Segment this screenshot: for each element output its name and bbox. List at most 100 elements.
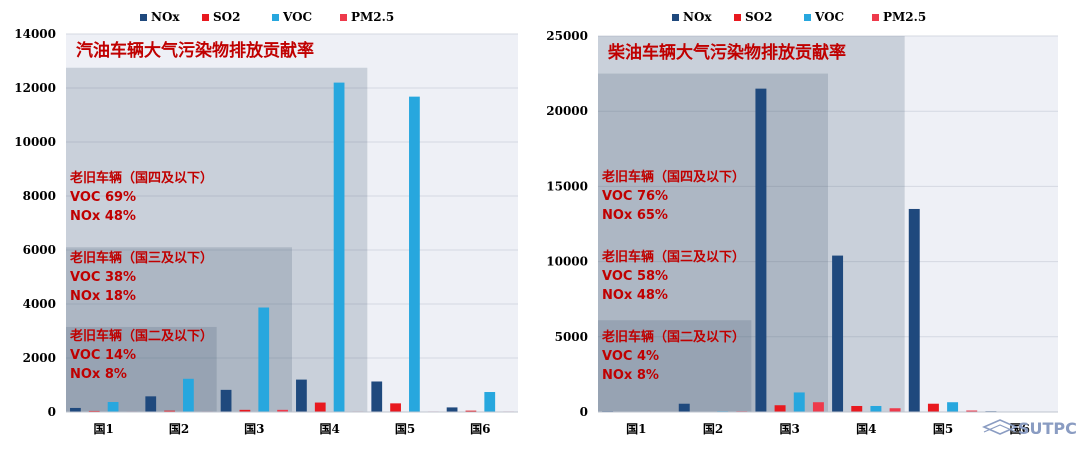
- x-tick-label: 国6: [1009, 422, 1029, 436]
- annotation-line: 老旧车辆（国四及以下）: [601, 169, 745, 185]
- legend-swatch: [872, 14, 879, 21]
- annotation-group-3: 老旧车辆（国二及以下） VOC 14% NOx 8%: [69, 328, 213, 382]
- x-tick-label: 国1: [626, 422, 646, 436]
- bar-nox-3: [220, 389, 232, 412]
- bar-so2-1: [88, 410, 100, 412]
- shaded-region-2: [66, 247, 292, 412]
- y-tick-label: 6000: [23, 243, 56, 257]
- y-tick-label: 12000: [14, 81, 56, 95]
- x-tick-label: 国5: [395, 422, 415, 436]
- legend-label: SO2: [745, 10, 772, 24]
- annotation-line: NOx 18%: [70, 289, 136, 304]
- y-tick-label: 0: [48, 405, 56, 419]
- chart-title: 汽油车辆大气污染物排放贡献率: [76, 40, 314, 61]
- annotation-line: 老旧车辆（国二及以下）: [69, 328, 213, 344]
- bar-so2-6: [465, 410, 477, 412]
- legend-label: PM2.5: [351, 10, 394, 24]
- bar-nox-1: [70, 407, 81, 412]
- annotation-line: NOx 8%: [70, 367, 127, 382]
- annotation-line: NOx 65%: [602, 208, 668, 223]
- annotation-line: VOC 76%: [602, 189, 668, 204]
- legend-label: VOC: [282, 10, 312, 24]
- y-tick-label: 10000: [14, 135, 56, 149]
- chart-2: 0 5000 10000 15000 20000 25000 国1 国2 国3 国4 国5 国6 NOx…: [546, 10, 1058, 436]
- legend-swatch: [672, 14, 679, 21]
- bar-voc-1: [107, 402, 119, 412]
- y-tick-label: 15000: [546, 179, 588, 193]
- bar-voc-5: [947, 402, 959, 412]
- bar-nox-2: [145, 396, 157, 412]
- legend-swatch: [140, 14, 147, 21]
- x-tick-label: 国2: [169, 422, 189, 436]
- legend-label: SO2: [213, 10, 240, 24]
- annotation-line: 老旧车辆（国三及以下）: [601, 249, 745, 265]
- x-tick-label: 国4: [856, 422, 876, 436]
- bar-so2-3: [239, 409, 251, 412]
- annotation-line: VOC 58%: [602, 269, 668, 284]
- annotation-group-2: 老旧车辆（国三及以下） VOC 58% NOx 48%: [601, 249, 745, 303]
- bar-nox-3: [755, 88, 767, 412]
- annotation-line: VOC 4%: [602, 349, 659, 364]
- bar-so2-5: [390, 403, 401, 412]
- shaded-region-1: [598, 36, 905, 412]
- y-tick-label: 25000: [546, 29, 588, 43]
- annotation-line: 老旧车辆（国三及以下）: [69, 250, 213, 266]
- y-tick-label: 2000: [23, 351, 56, 365]
- bar-so2-4: [851, 405, 863, 412]
- logo-shape: [982, 419, 1018, 435]
- bar-so2-2: [164, 410, 175, 412]
- watermark: SUTPC: [982, 419, 1077, 438]
- legend-swatch: [804, 14, 811, 21]
- bar-nox-4: [832, 255, 844, 412]
- annotation-group-2: 老旧车辆（国三及以下） VOC 38% NOx 18%: [69, 250, 213, 304]
- annotation-line: VOC 14%: [70, 348, 136, 363]
- bar-so2-5: [927, 403, 939, 412]
- legend-label: VOC: [814, 10, 844, 24]
- bar-pm25-5: [966, 410, 978, 412]
- bar-pm25-3: [277, 409, 288, 412]
- bar-voc-3: [258, 307, 270, 412]
- bar-so2-3: [774, 405, 786, 412]
- legend-swatch: [202, 14, 209, 21]
- annotation-line: NOx 48%: [602, 288, 668, 303]
- shaded-region-3: [598, 320, 752, 412]
- shaded-region-1: [66, 67, 368, 412]
- legend: NOx SO2 VOC PM2.5: [140, 10, 394, 24]
- bar-nox-4: [296, 379, 307, 412]
- legend-label: NOx: [151, 10, 180, 24]
- bar-pm25-3: [812, 402, 824, 412]
- y-tick-label: 5000: [555, 330, 588, 344]
- bar-voc-3: [793, 392, 805, 412]
- bar-voc-4: [870, 405, 882, 412]
- annotation-line: 老旧车辆（国四及以下）: [69, 170, 213, 186]
- chart-1: 0 2000 4000 6000 8000 10000 12000 14000 国1 国2 国3 国4…: [14, 10, 518, 436]
- x-tick-label: 国4: [319, 422, 339, 436]
- legend: NOx SO2 VOC PM2.5: [672, 10, 926, 24]
- y-tick-label: 8000: [23, 189, 56, 203]
- x-tick-label: 国1: [93, 422, 113, 436]
- annotation-line: NOx 48%: [70, 209, 136, 224]
- bar-nox-6: [446, 407, 458, 412]
- bar-nox-5: [908, 208, 920, 412]
- chart-title: 柴油车辆大气污染物排放贡献率: [607, 42, 846, 63]
- bar-voc-4: [333, 82, 345, 412]
- logo-shape: [983, 424, 1017, 433]
- legend-swatch: [272, 14, 279, 21]
- plot-background: [66, 34, 518, 412]
- shaded-region-2: [598, 73, 828, 412]
- x-tick-label: 国3: [779, 422, 799, 436]
- bar-pm25-4: [889, 408, 901, 412]
- annotation-line: 老旧车辆（国二及以下）: [601, 329, 745, 345]
- legend-swatch: [734, 14, 741, 21]
- x-tick-label: 国2: [703, 422, 723, 436]
- x-tick-label: 国6: [470, 422, 490, 436]
- watermark-text: SUTPC: [1018, 419, 1077, 438]
- annotation-line: NOx 8%: [602, 368, 659, 383]
- bar-nox-5: [371, 381, 383, 412]
- y-tick-label: 4000: [23, 297, 56, 311]
- legend-label: PM2.5: [883, 10, 926, 24]
- bar-so2-4: [314, 402, 326, 412]
- y-tick-label: 0: [580, 405, 588, 419]
